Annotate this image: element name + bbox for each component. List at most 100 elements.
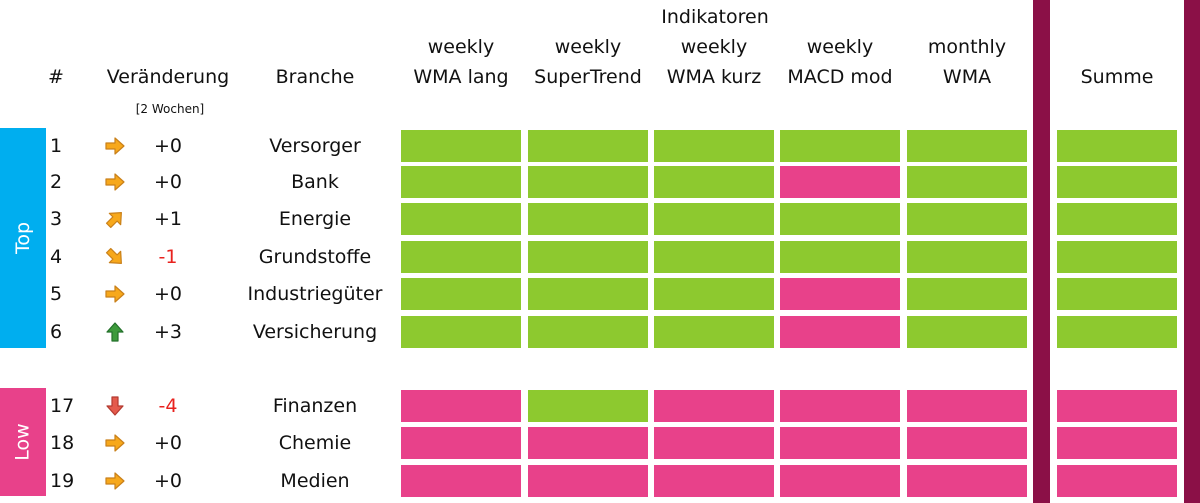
- arrow-right-icon: [104, 171, 126, 193]
- change-value: +1: [153, 208, 182, 230]
- sector-name: Finanzen: [272, 395, 358, 417]
- sum-cell-negative: [1057, 390, 1177, 422]
- arrow-right-icon: [104, 470, 126, 492]
- change-value: +3: [153, 321, 182, 343]
- signal-cell-positive: [528, 130, 648, 162]
- sum-cell-positive: [1057, 166, 1177, 198]
- signal-cell-negative: [401, 465, 521, 497]
- arrow-down-right-icon: [104, 246, 126, 268]
- indicators-group-title: Indikatoren: [661, 6, 769, 28]
- change-value: +0: [153, 432, 182, 454]
- signal-cell-positive: [780, 130, 900, 162]
- rank-value: 17: [50, 395, 75, 417]
- group-label-top: Top: [12, 221, 34, 255]
- section-divider-left: [1033, 0, 1050, 503]
- group-label-low: Low: [11, 423, 34, 461]
- arrow-right-icon: [104, 283, 126, 305]
- signal-cell-positive: [654, 166, 774, 198]
- signal-cell-positive: [907, 166, 1027, 198]
- sum-cell-positive: [1057, 241, 1177, 273]
- signal-cell-positive: [780, 241, 900, 273]
- rank-value: 2: [50, 171, 63, 193]
- indicator-header-4-line1: weekly: [806, 36, 874, 58]
- indicator-header-1-line1: weekly: [427, 36, 495, 58]
- signal-cell-negative: [654, 390, 774, 422]
- group-bar-top: Top: [0, 128, 46, 348]
- signal-cell-negative: [528, 427, 648, 459]
- rank-value: 6: [50, 321, 63, 343]
- sector-name: Versorger: [269, 135, 361, 157]
- indicator-header-3-line1: weekly: [680, 36, 748, 58]
- signal-cell-positive: [528, 166, 648, 198]
- signal-cell-positive: [654, 278, 774, 310]
- change-value: +0: [153, 171, 182, 193]
- rank-value: 1: [50, 135, 63, 157]
- signal-cell-positive: [401, 278, 521, 310]
- sector-name: Versicherung: [252, 321, 378, 343]
- signal-cell-negative: [780, 278, 900, 310]
- signal-cell-positive: [401, 203, 521, 235]
- indicator-header-5-line1: monthly: [927, 36, 1007, 58]
- indicator-header-2-line1: weekly: [554, 36, 622, 58]
- signal-cell-positive: [654, 203, 774, 235]
- signal-cell-positive: [528, 278, 648, 310]
- signal-cell-negative: [907, 390, 1027, 422]
- sector-name: Chemie: [278, 432, 352, 454]
- rank-value: 18: [50, 432, 75, 454]
- sector-name: Medien: [280, 470, 350, 492]
- indicator-header-1-line2: WMA lang: [413, 66, 509, 88]
- signal-cell-positive: [907, 130, 1027, 162]
- sum-cell-negative: [1057, 427, 1177, 459]
- group-bar-low: Low: [0, 388, 46, 496]
- arrow-right-icon: [104, 135, 126, 157]
- signal-cell-positive: [401, 241, 521, 273]
- arrow-up-right-icon: [104, 208, 126, 230]
- sector-column-header: Branche: [275, 66, 355, 88]
- signal-cell-positive: [654, 241, 774, 273]
- change-value: +0: [153, 135, 182, 157]
- indicator-header-3-line2: WMA kurz: [666, 66, 762, 88]
- signal-cell-negative: [401, 390, 521, 422]
- change-value: +0: [153, 283, 182, 305]
- signal-cell-negative: [907, 465, 1027, 497]
- section-divider-right: [1184, 0, 1200, 503]
- signal-cell-positive: [528, 390, 648, 422]
- sum-cell-negative: [1057, 465, 1177, 497]
- rank-value: 3: [50, 208, 63, 230]
- signal-cell-negative: [780, 316, 900, 348]
- sector-name: Bank: [291, 171, 339, 193]
- signal-cell-negative: [780, 166, 900, 198]
- signal-cell-negative: [654, 427, 774, 459]
- signal-cell-positive: [654, 130, 774, 162]
- signal-cell-positive: [907, 278, 1027, 310]
- signal-cell-negative: [654, 465, 774, 497]
- rank-value: 19: [50, 470, 75, 492]
- rank-value: 5: [50, 283, 63, 305]
- sum-cell-positive: [1057, 316, 1177, 348]
- arrow-right-icon: [104, 432, 126, 454]
- change-value: -4: [158, 395, 178, 417]
- sum-column-header: Summe: [1080, 66, 1154, 88]
- indicator-header-4-line2: MACD mod: [787, 66, 893, 88]
- arrow-down-icon: [104, 395, 126, 417]
- indicator-header-2-line2: SuperTrend: [534, 66, 642, 88]
- signal-cell-positive: [528, 203, 648, 235]
- rank-column-header: #: [48, 66, 64, 88]
- signal-cell-negative: [401, 427, 521, 459]
- change-value: +0: [153, 470, 182, 492]
- signal-cell-negative: [907, 427, 1027, 459]
- signal-cell-positive: [528, 316, 648, 348]
- signal-cell-positive: [907, 241, 1027, 273]
- sum-cell-positive: [1057, 130, 1177, 162]
- sum-cell-positive: [1057, 278, 1177, 310]
- signal-cell-positive: [528, 241, 648, 273]
- indicator-header-5-line2: WMA: [942, 66, 992, 88]
- sector-name: Grundstoffe: [258, 246, 372, 268]
- rank-value: 4: [50, 246, 63, 268]
- change-column-subheader: [2 Wochen]: [135, 102, 205, 116]
- sum-cell-positive: [1057, 203, 1177, 235]
- sector-name: Industriegüter: [247, 283, 383, 305]
- signal-cell-positive: [780, 203, 900, 235]
- signal-cell-negative: [528, 465, 648, 497]
- signal-cell-positive: [401, 316, 521, 348]
